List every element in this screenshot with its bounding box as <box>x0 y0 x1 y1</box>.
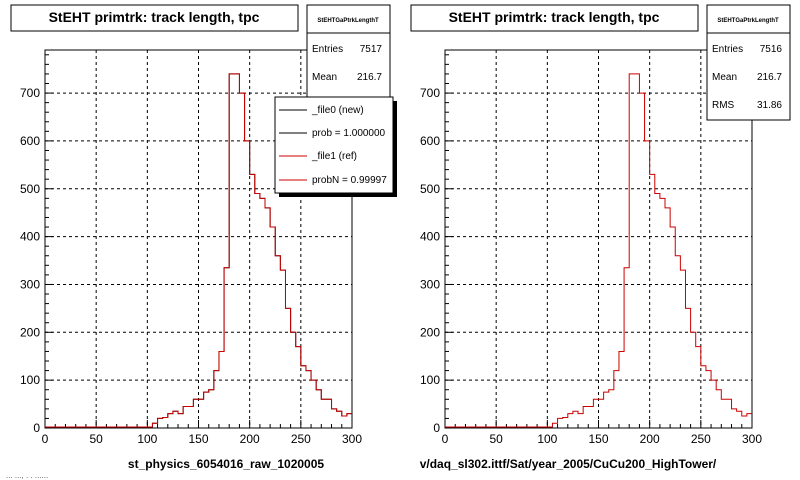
right-title: StEHT primtrk: track length, tpc <box>449 9 660 25</box>
right-stats-entries-label: Entries <box>712 44 743 55</box>
left-ticks: 0 50 100 150 200 250 300 0 100 200 300 400 500 600 700 <box>20 54 362 446</box>
x-tick-label: 250 <box>691 432 711 446</box>
y-tick-label: 300 <box>420 277 440 291</box>
right-xlabel: v/daq_sl302.ittf/Sat/year_2005/CuCu200_H… <box>420 457 717 471</box>
left-stats-mean-label: Mean <box>312 72 337 83</box>
x-tick-label: 300 <box>742 432 762 446</box>
right-pad: 0 50 100 150 200 250 300 0 100 200 300 400 500 600 700… <box>410 4 791 471</box>
right-title-box <box>410 4 699 32</box>
x-tick-label: 250 <box>291 432 311 446</box>
footer-text: ... ..., . . ...... <box>6 471 48 480</box>
y-tick-label: 200 <box>420 325 440 339</box>
y-tick-label: 700 <box>420 86 440 100</box>
x-tick-label: 200 <box>240 432 260 446</box>
y-tick-label: 400 <box>20 230 40 244</box>
y-tick-label: 600 <box>20 134 40 148</box>
y-tick-label: 100 <box>20 373 40 387</box>
x-tick-label: 0 <box>42 432 49 446</box>
left-series <box>45 73 352 428</box>
histogram-series-0 <box>445 73 752 428</box>
legend-entry-file1: _file1 (ref) <box>311 151 357 162</box>
right-stats-rms: 31.86 <box>757 100 782 111</box>
left-title: StEHT primtrk: track length, tpc <box>49 9 260 25</box>
right-stats-mean: 216.7 <box>757 72 782 83</box>
right-stats-box <box>706 4 791 121</box>
histogram-series-1 <box>45 73 352 428</box>
x-tick-label: 100 <box>537 432 557 446</box>
y-tick-label: 500 <box>20 182 40 196</box>
x-tick-label: 50 <box>89 432 103 446</box>
right-stats-header: StEHTGaPtrkLengthT <box>717 18 779 24</box>
left-stats-entries-label: Entries <box>312 44 343 55</box>
y-tick-label: 700 <box>20 86 40 100</box>
right-stats-entries: 7516 <box>760 44 783 55</box>
left-title-box <box>10 4 299 32</box>
y-tick-label: 100 <box>420 373 440 387</box>
left-stats-mean: 216.7 <box>357 72 382 83</box>
left-stats-header: StEHTGaPtrkLengthT <box>317 18 379 24</box>
x-tick-label: 200 <box>640 432 660 446</box>
left-legend: _file0 (new) prob = 1.000000 _file1 (ref… <box>274 96 397 197</box>
left-xlabel: st_physics_6054016_raw_1020005 <box>128 457 324 471</box>
y-tick-label: 0 <box>33 421 40 435</box>
x-tick-label: 150 <box>588 432 608 446</box>
legend-box <box>274 96 394 194</box>
x-tick-label: 50 <box>489 432 503 446</box>
legend-entry-file0: _file0 (new) <box>311 105 364 116</box>
legend-entry-probN: probN = 0.99997 <box>312 175 387 186</box>
left-stats-entries: 7517 <box>360 44 383 55</box>
x-tick-label: 0 <box>442 432 449 446</box>
y-tick-label: 200 <box>20 325 40 339</box>
right-ticks: 0 50 100 150 200 250 300 0 100 200 300 400 500 600 700 <box>420 54 762 446</box>
x-tick-label: 300 <box>342 432 362 446</box>
right-stats-mean-label: Mean <box>712 72 737 83</box>
y-tick-label: 500 <box>420 182 440 196</box>
right-series <box>445 73 752 428</box>
left-pad: 0 50 100 150 200 250 300 0 100 200 300 400 500 600 700… <box>6 4 397 480</box>
legend-entry-prob: prob = 1.000000 <box>312 128 386 139</box>
left-stats-box <box>306 4 391 111</box>
y-tick-label: 0 <box>433 421 440 435</box>
x-tick-label: 100 <box>137 432 157 446</box>
y-tick-label: 600 <box>420 134 440 148</box>
x-tick-label: 150 <box>188 432 208 446</box>
right-grid <box>445 50 752 428</box>
y-tick-label: 400 <box>420 230 440 244</box>
right-stats-rms-label: RMS <box>712 100 735 111</box>
y-tick-label: 300 <box>20 277 40 291</box>
